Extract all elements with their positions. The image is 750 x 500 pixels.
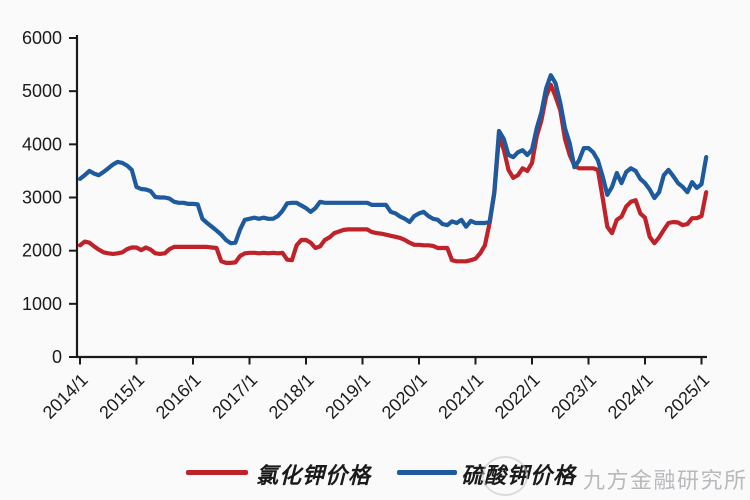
y-tick-label: 6000 bbox=[22, 28, 62, 48]
watermark-circle-logo bbox=[482, 456, 528, 496]
x-tick-label: 2021/1 bbox=[434, 370, 487, 423]
legend-swatch-sop bbox=[397, 470, 457, 475]
x-tick-label: 2015/1 bbox=[95, 370, 148, 423]
legend-swatch-kcl bbox=[186, 470, 248, 475]
line-sop-price bbox=[77, 73, 709, 246]
legend-label-kcl: 氯化钾价格 bbox=[256, 463, 372, 488]
y-tick-label: 5000 bbox=[22, 81, 62, 101]
x-tick-label: 2014/1 bbox=[39, 370, 92, 423]
x-tick-label: 2017/1 bbox=[208, 370, 261, 423]
y-tick-label: 1000 bbox=[22, 294, 62, 314]
y-tick-label: 3000 bbox=[22, 188, 62, 208]
line-kcl-price bbox=[77, 82, 709, 265]
y-tick-label: 0 bbox=[52, 347, 62, 367]
x-tick-label: 2019/1 bbox=[321, 370, 374, 423]
x-tick-label: 2024/1 bbox=[604, 370, 657, 423]
x-tick-label: 2020/1 bbox=[378, 370, 431, 423]
x-tick-label: 2016/1 bbox=[152, 370, 205, 423]
watermark-text: 九方金融研究所 bbox=[583, 468, 748, 493]
y-tick-label: 2000 bbox=[22, 241, 62, 261]
y-tick-label: 4000 bbox=[22, 134, 62, 154]
x-tick-label: 2022/1 bbox=[491, 370, 544, 423]
x-tick-label: 2025/1 bbox=[660, 370, 713, 423]
x-tick-label: 2023/1 bbox=[547, 370, 600, 423]
x-tick-label: 2018/1 bbox=[265, 370, 318, 423]
